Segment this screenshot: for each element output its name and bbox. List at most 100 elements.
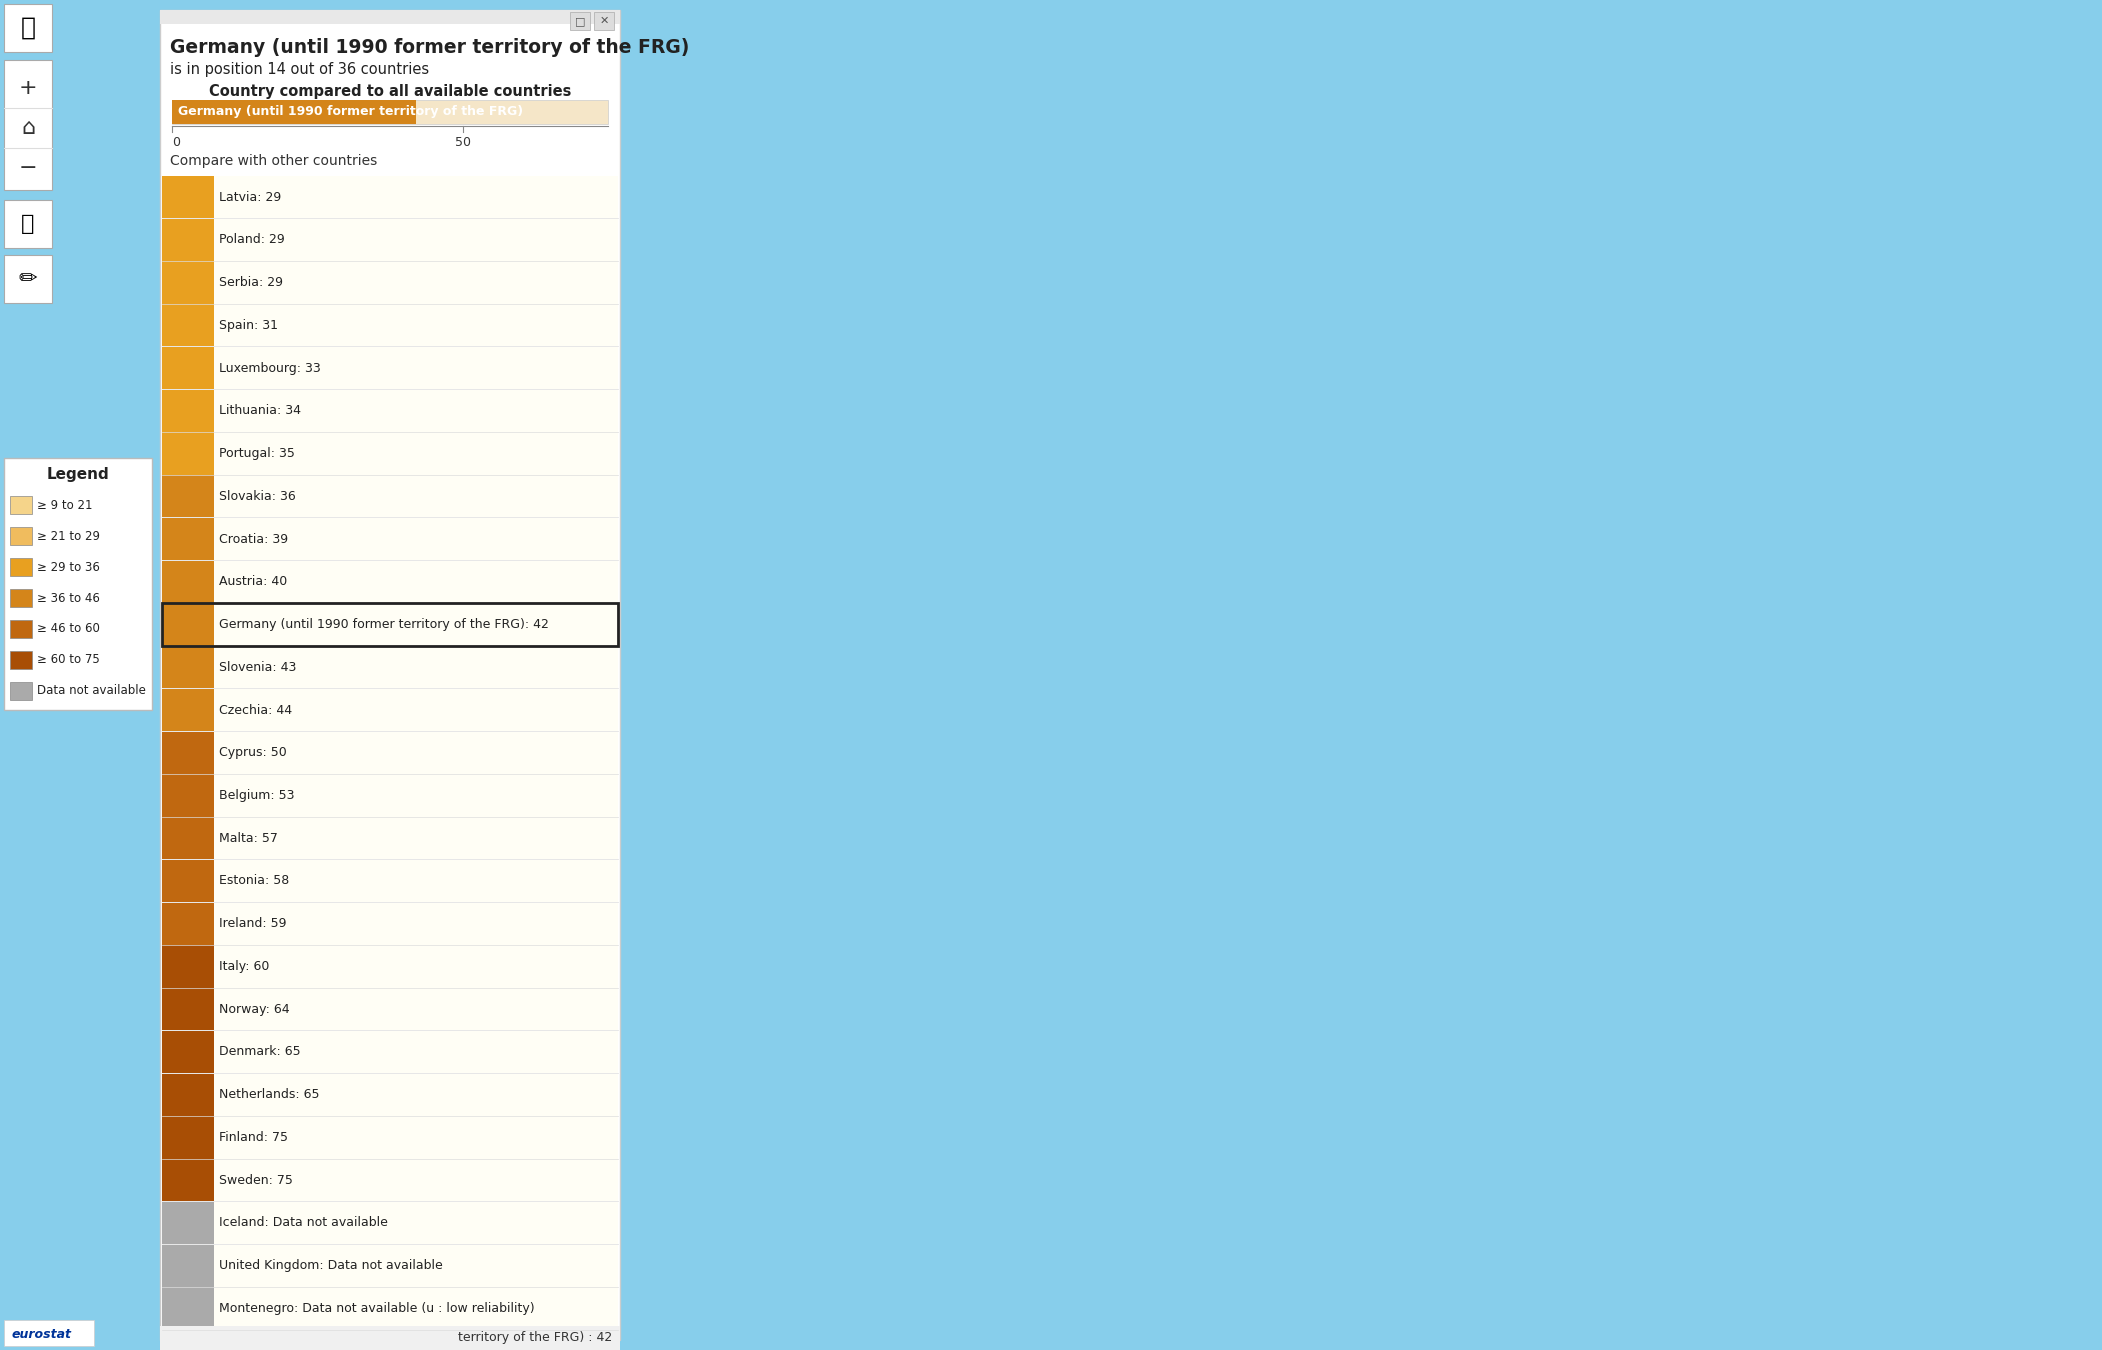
Bar	[4, 200, 53, 248]
Text: Ireland: 59: Ireland: 59	[219, 917, 286, 930]
Text: Malta: 57: Malta: 57	[219, 832, 277, 845]
Text: United Kingdom: Data not available: United Kingdom: Data not available	[219, 1260, 444, 1272]
Text: Spain: 31: Spain: 31	[219, 319, 277, 332]
Text: Belgium: 53: Belgium: 53	[219, 788, 294, 802]
Bar	[214, 1202, 618, 1243]
Text: Data not available: Data not available	[38, 684, 145, 697]
Text: 50: 50	[454, 136, 471, 148]
Bar	[162, 219, 214, 261]
Bar	[11, 497, 32, 514]
Text: ⌂: ⌂	[21, 117, 36, 138]
Text: ✕: ✕	[599, 16, 610, 26]
Bar	[4, 1320, 95, 1346]
Bar	[4, 59, 53, 190]
Bar	[162, 475, 214, 517]
Bar	[11, 651, 32, 668]
Bar	[162, 347, 214, 389]
Bar	[4, 458, 151, 710]
Text: Poland: 29: Poland: 29	[219, 234, 284, 246]
Text: Finland: 75: Finland: 75	[219, 1131, 288, 1143]
Bar	[214, 817, 618, 860]
Bar	[214, 603, 618, 645]
Bar	[214, 860, 618, 902]
Text: Country compared to all available countries: Country compared to all available countr…	[208, 84, 572, 99]
Bar	[11, 589, 32, 608]
Bar	[214, 1116, 618, 1158]
Text: is in position 14 out of 36 countries: is in position 14 out of 36 countries	[170, 62, 429, 77]
Text: Luxembourg: 33: Luxembourg: 33	[219, 362, 322, 374]
Bar	[4, 255, 53, 302]
Bar	[214, 475, 618, 517]
Bar	[11, 558, 32, 576]
Text: ✏: ✏	[19, 269, 38, 289]
Bar	[214, 518, 618, 560]
Bar	[162, 775, 214, 817]
Text: ≥ 9 to 21: ≥ 9 to 21	[38, 500, 92, 512]
Text: Slovakia: 36: Slovakia: 36	[219, 490, 296, 502]
Bar	[162, 1031, 214, 1073]
Bar	[214, 262, 618, 304]
Text: Legend: Legend	[46, 467, 109, 482]
Text: Portugal: 35: Portugal: 35	[219, 447, 294, 460]
Text: Italy: 60: Italy: 60	[219, 960, 269, 973]
Text: Netherlands: 65: Netherlands: 65	[219, 1088, 320, 1102]
Text: Slovenia: 43: Slovenia: 43	[219, 660, 296, 674]
Text: +: +	[19, 78, 38, 99]
Bar	[214, 1245, 618, 1287]
Bar	[214, 732, 618, 774]
Bar	[214, 903, 618, 945]
Bar	[11, 682, 32, 699]
Text: ≥ 21 to 29: ≥ 21 to 29	[38, 529, 101, 543]
Bar	[162, 817, 214, 860]
Bar	[570, 12, 591, 30]
Bar	[162, 176, 214, 219]
Bar	[172, 100, 416, 124]
Bar	[162, 262, 214, 304]
Bar	[162, 988, 214, 1030]
Text: Germany (until 1990 former territory of the FRG): 42: Germany (until 1990 former territory of …	[219, 618, 549, 630]
Text: Montenegro: Data not available (u : low reliability): Montenegro: Data not available (u : low …	[219, 1301, 534, 1315]
Bar	[162, 1073, 214, 1116]
Bar	[162, 945, 214, 988]
Text: 🌐: 🌐	[21, 16, 36, 40]
Text: □: □	[574, 16, 584, 26]
Text: Cyprus: 50: Cyprus: 50	[219, 747, 286, 759]
Bar	[162, 603, 214, 645]
Bar	[214, 347, 618, 389]
Bar	[214, 945, 618, 988]
Bar	[214, 390, 618, 432]
Bar	[595, 12, 614, 30]
Text: Denmark: 65: Denmark: 65	[219, 1045, 301, 1058]
Text: ≥ 36 to 46: ≥ 36 to 46	[38, 591, 101, 605]
Text: Estonia: 58: Estonia: 58	[219, 875, 290, 887]
Bar	[214, 176, 618, 219]
Text: ≥ 60 to 75: ≥ 60 to 75	[38, 653, 99, 666]
Text: 0: 0	[172, 136, 181, 148]
Bar	[162, 860, 214, 902]
Text: Czechia: 44: Czechia: 44	[219, 703, 292, 717]
Bar	[214, 1160, 618, 1202]
Text: Serbia: 29: Serbia: 29	[219, 277, 284, 289]
Bar	[162, 1116, 214, 1158]
Text: Lithuania: 34: Lithuania: 34	[219, 404, 301, 417]
Text: eurostat: eurostat	[13, 1328, 71, 1342]
Bar	[162, 1202, 214, 1243]
Text: Sweden: 75: Sweden: 75	[219, 1173, 292, 1187]
Text: Austria: 40: Austria: 40	[219, 575, 288, 589]
Text: Norway: 64: Norway: 64	[219, 1003, 290, 1015]
Bar	[214, 432, 618, 475]
Text: territory of the FRG) : 42: territory of the FRG) : 42	[458, 1331, 612, 1345]
Text: Germany (until 1990 former territory of the FRG): Germany (until 1990 former territory of …	[170, 38, 689, 57]
Text: Iceland: Data not available: Iceland: Data not available	[219, 1216, 389, 1230]
Text: −: −	[19, 158, 38, 178]
Bar	[162, 432, 214, 475]
Text: Latvia: 29: Latvia: 29	[219, 190, 282, 204]
Bar	[162, 1288, 214, 1330]
Bar	[162, 603, 618, 645]
Text: Germany (until 1990 former territory of the FRG): Germany (until 1990 former territory of …	[179, 105, 523, 119]
Text: Compare with other countries: Compare with other countries	[170, 154, 376, 167]
Bar	[160, 9, 620, 24]
Bar	[11, 528, 32, 545]
Text: Croatia: 39: Croatia: 39	[219, 532, 288, 545]
Bar	[162, 647, 214, 688]
